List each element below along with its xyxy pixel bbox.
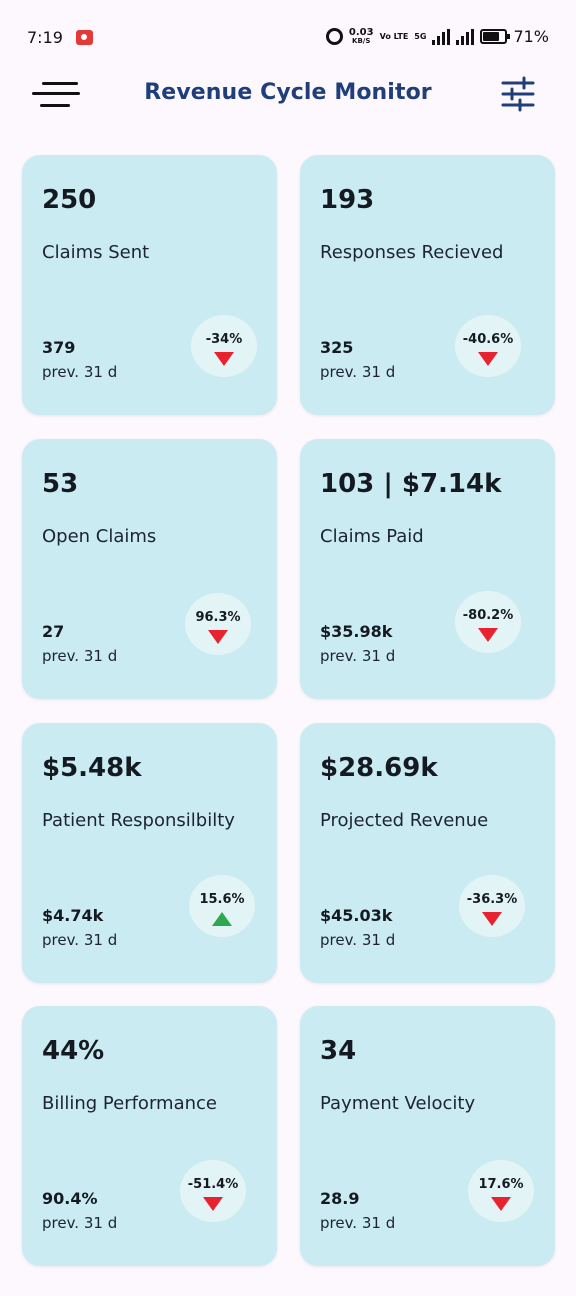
previous-period-label: prev. 31 d	[42, 931, 118, 949]
metric-label: Patient Responsilbilty	[42, 810, 235, 831]
network-speed-unit: KB/S	[352, 36, 371, 45]
signal-icon	[432, 28, 451, 45]
metric-card-responses-recieved[interactable]: 193 Responses Recieved 325 prev. 31 d -40.6%	[300, 155, 555, 415]
change-badge: -34%	[191, 315, 257, 377]
metric-card-projected-revenue[interactable]: $28.69k Projected Revenue $45.03k prev. 31 …	[300, 723, 555, 983]
metric-value: 250	[42, 185, 97, 215]
change-badge: 15.6%	[189, 875, 255, 937]
trend-down-icon	[208, 630, 228, 644]
change-percent: -36.3%	[466, 892, 518, 907]
metric-value: 53	[42, 469, 79, 499]
metric-card-patient-responsilbilty[interactable]: $5.48k Patient Responsilbilty $4.74k prev. …	[22, 723, 277, 983]
metric-label: Claims Paid	[320, 526, 424, 547]
previous-value: $4.74k	[42, 906, 104, 925]
signal-icon-2	[456, 28, 475, 45]
trend-down-icon	[478, 352, 498, 366]
previous-value: 28.9	[320, 1189, 360, 1208]
network-type: 5G	[414, 31, 427, 41]
change-badge: -51.4%	[180, 1160, 246, 1222]
previous-value: 325	[320, 338, 354, 357]
change-badge: -80.2%	[455, 591, 521, 653]
change-percent: -40.6%	[462, 332, 514, 347]
app-bar: Revenue Cycle Monitor	[0, 70, 576, 120]
status-indicators: 0.03 KB/S Vo LTE 5G 71%	[325, 26, 549, 46]
alarm-icon	[325, 28, 343, 45]
network-speed: 0.03 KB/S	[348, 26, 374, 46]
trend-down-icon	[491, 1197, 511, 1211]
trend-down-icon	[478, 628, 498, 642]
previous-value: 379	[42, 338, 76, 357]
previous-period-label: prev. 31 d	[42, 647, 118, 665]
change-percent: 17.6%	[478, 1177, 524, 1192]
hamburger-menu-icon[interactable]	[32, 76, 80, 112]
metric-value: $5.48k	[42, 753, 142, 783]
battery-icon	[480, 29, 511, 44]
status-time: 7:19	[27, 28, 63, 47]
change-percent: -34%	[205, 332, 243, 347]
metric-label: Billing Performance	[42, 1093, 217, 1114]
metric-label: Responses Recieved	[320, 242, 504, 263]
battery-percent: 71%	[513, 27, 549, 46]
trend-down-icon	[482, 912, 502, 926]
metric-label: Projected Revenue	[320, 810, 489, 831]
metric-card-claims-paid[interactable]: 103 | $7.14k Claims Paid $35.98k prev. 31 d…	[300, 439, 555, 699]
metric-card-billing-performance[interactable]: 44% Billing Performance 90.4% prev. 31 d -51…	[22, 1006, 277, 1266]
metric-value: 44%	[42, 1036, 105, 1066]
trend-down-icon	[203, 1197, 223, 1211]
volte-icon: Vo LTE	[379, 31, 409, 41]
change-badge: 96.3%	[185, 593, 251, 655]
trend-down-icon	[214, 352, 234, 366]
previous-value: 90.4%	[42, 1189, 98, 1208]
previous-period-label: prev. 31 d	[320, 363, 396, 381]
change-badge: -40.6%	[455, 315, 521, 377]
status-bar: 7:19 0.03 KB/S Vo LTE 5G 71%	[0, 0, 576, 70]
metric-value: 103 | $7.14k	[320, 469, 502, 499]
metric-card-claims-sent[interactable]: 250 Claims Sent 379 prev. 31 d -34%	[22, 155, 277, 415]
metric-label: Open Claims	[42, 526, 157, 547]
page-title: Revenue Cycle Monitor	[144, 80, 432, 105]
screen-record-icon	[76, 30, 93, 45]
previous-period-label: prev. 31 d	[320, 931, 396, 949]
change-badge: -36.3%	[459, 875, 525, 937]
change-percent: 96.3%	[195, 610, 241, 625]
change-badge: 17.6%	[468, 1160, 534, 1222]
previous-value: $45.03k	[320, 906, 393, 925]
change-percent: -80.2%	[462, 608, 514, 623]
metric-label: Payment Velocity	[320, 1093, 476, 1114]
network-speed-value: 0.03	[348, 26, 374, 38]
metric-card-open-claims[interactable]: 53 Open Claims 27 prev. 31 d 96.3%	[22, 439, 277, 699]
metric-label: Claims Sent	[42, 242, 150, 263]
metric-value: 34	[320, 1036, 357, 1066]
previous-period-label: prev. 31 d	[320, 1214, 396, 1232]
previous-period-label: prev. 31 d	[42, 363, 118, 381]
previous-period-label: prev. 31 d	[320, 647, 396, 665]
metric-value: 193	[320, 185, 375, 215]
previous-value: $35.98k	[320, 622, 393, 641]
sliders-filter-icon[interactable]	[500, 76, 536, 112]
previous-period-label: prev. 31 d	[42, 1214, 118, 1232]
trend-up-icon	[212, 912, 232, 926]
change-percent: -51.4%	[187, 1177, 239, 1192]
previous-value: 27	[42, 622, 65, 641]
change-percent: 15.6%	[199, 892, 245, 907]
metric-value: $28.69k	[320, 753, 438, 783]
metric-card-payment-velocity[interactable]: 34 Payment Velocity 28.9 prev. 31 d 17.6%	[300, 1006, 555, 1266]
